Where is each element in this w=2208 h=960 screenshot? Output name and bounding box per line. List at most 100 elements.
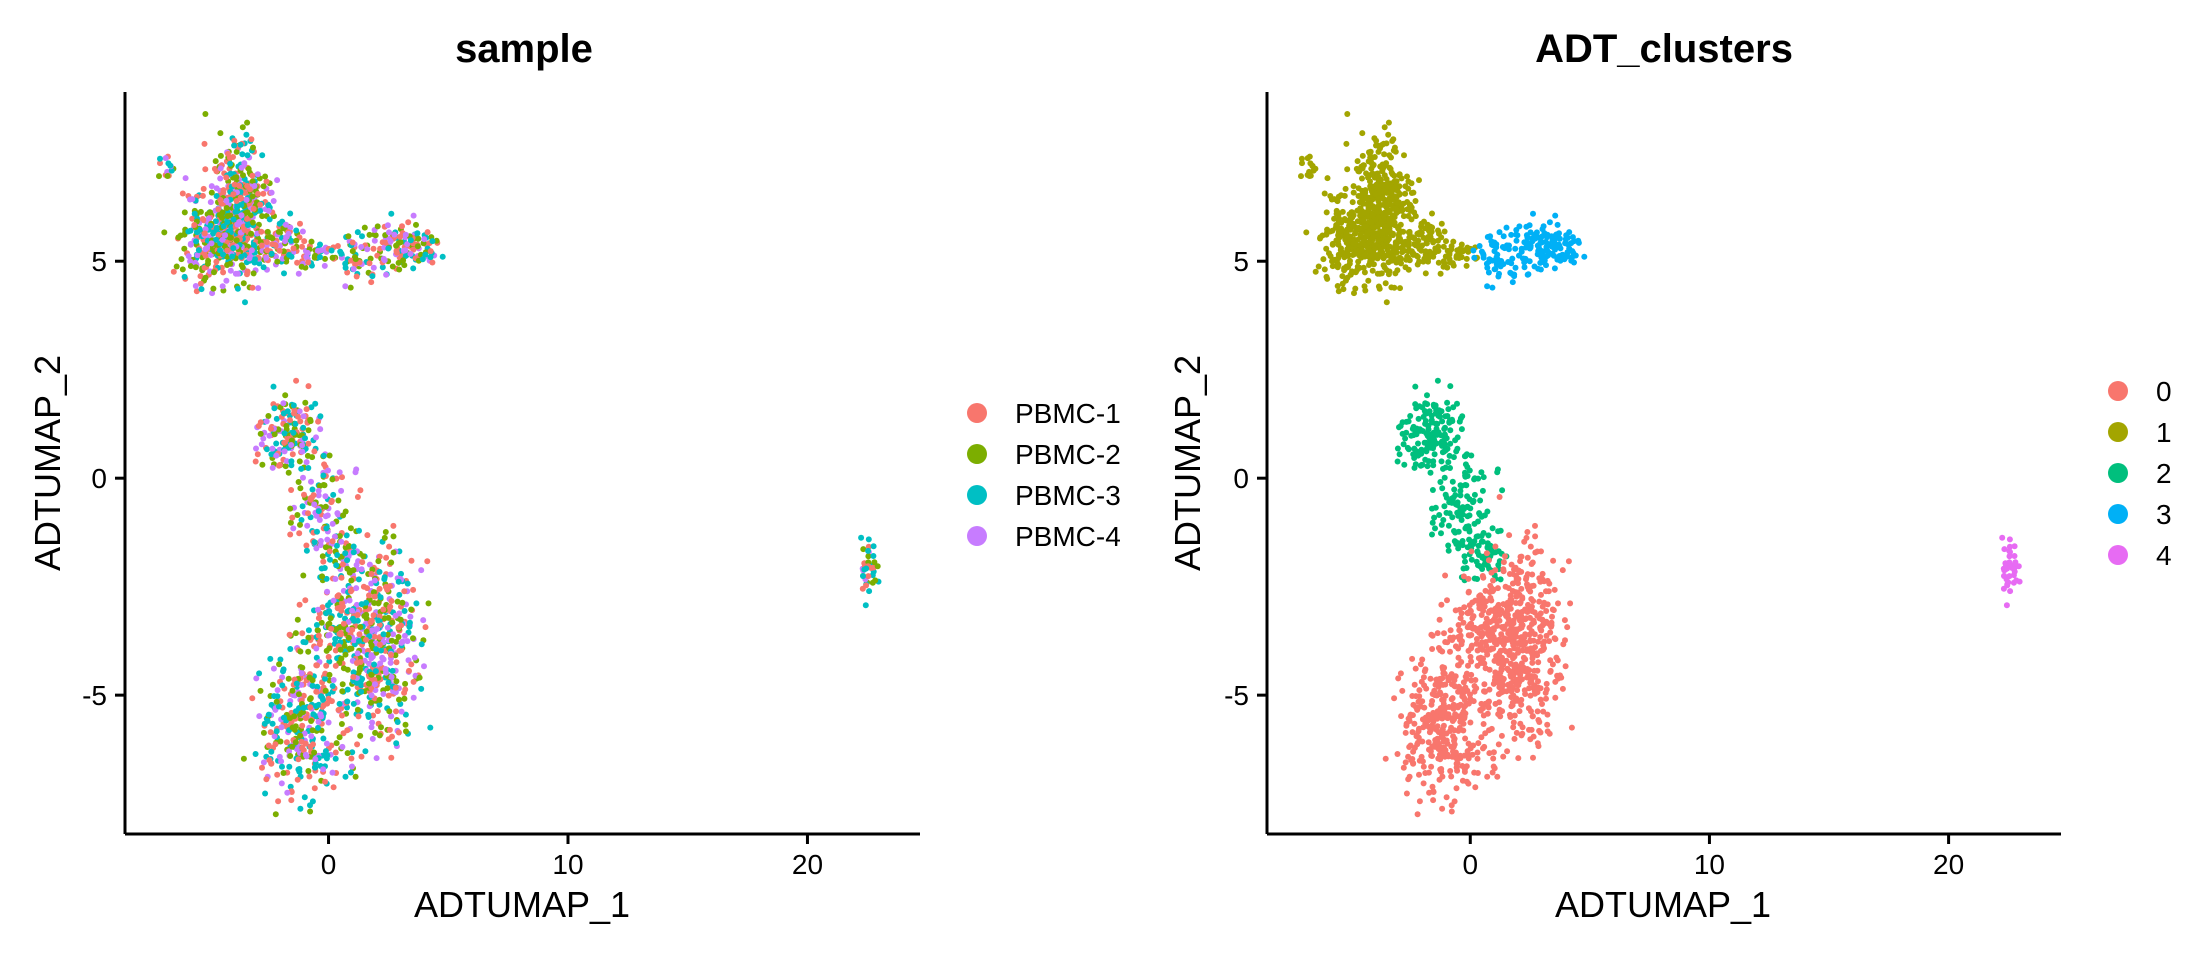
data-point — [1341, 192, 1348, 199]
data-point — [401, 588, 408, 595]
data-point — [1409, 655, 1416, 662]
data-point — [333, 626, 340, 632]
data-point — [287, 417, 293, 424]
data-point — [1433, 407, 1440, 414]
data-point — [385, 614, 392, 621]
data-point — [327, 556, 333, 563]
data-point — [1453, 785, 1460, 792]
data-point — [339, 712, 345, 719]
data-point — [1321, 266, 1328, 273]
data-point — [323, 740, 330, 747]
data-point — [268, 451, 275, 458]
data-point — [220, 187, 227, 194]
data-point — [1469, 615, 1476, 622]
data-point — [1366, 247, 1373, 254]
data-point — [202, 274, 209, 281]
data-point — [376, 585, 383, 592]
data-point — [372, 668, 379, 675]
data-point — [2006, 553, 2013, 560]
data-point — [1529, 659, 1536, 666]
data-point — [1304, 155, 1311, 162]
data-point — [1478, 700, 1485, 707]
data-point — [1502, 553, 1508, 560]
data-point — [319, 553, 326, 560]
data-point — [1475, 542, 1482, 549]
data-point — [1453, 252, 1460, 259]
data-point — [340, 512, 347, 519]
data-point — [1571, 259, 1577, 266]
data-point — [1445, 459, 1452, 466]
data-point — [1320, 256, 1327, 263]
data-point — [321, 482, 328, 489]
data-point — [315, 632, 322, 639]
data-point — [217, 130, 224, 137]
data-point — [197, 208, 204, 215]
data-point — [300, 692, 307, 699]
data-point — [293, 227, 300, 234]
data-point — [355, 576, 362, 583]
data-point — [1452, 749, 1459, 756]
data-point — [1432, 402, 1439, 409]
data-point — [1409, 729, 1416, 736]
data-point — [236, 182, 243, 189]
data-point — [292, 420, 299, 427]
data-point — [1475, 562, 1481, 569]
data-point — [1455, 662, 1462, 669]
data-point — [1500, 233, 1507, 240]
data-point — [292, 739, 299, 746]
data-point — [1415, 415, 1422, 422]
data-point — [1472, 597, 1479, 604]
data-point — [390, 549, 397, 556]
data-point — [386, 543, 393, 550]
data-point — [1463, 778, 1470, 785]
data-point — [278, 758, 285, 765]
data-point — [349, 615, 356, 622]
data-point — [1386, 152, 1393, 159]
data-point — [257, 687, 264, 694]
data-point — [197, 273, 204, 280]
data-point — [1394, 458, 1401, 465]
data-point — [255, 423, 262, 429]
data-point — [1513, 676, 1519, 683]
data-point — [289, 743, 296, 750]
data-point — [245, 165, 252, 172]
data-point — [402, 247, 409, 254]
data-point — [187, 263, 194, 270]
data-point — [1549, 613, 1555, 620]
data-point — [1449, 718, 1456, 724]
data-point — [1470, 625, 1476, 632]
data-point — [1487, 619, 1494, 625]
data-point — [429, 238, 436, 245]
data-point — [1442, 413, 1449, 420]
data-point — [378, 647, 384, 654]
data-point — [404, 241, 411, 248]
data-point — [326, 452, 333, 459]
data-point — [297, 648, 304, 655]
data-point — [371, 676, 378, 683]
data-point — [181, 209, 188, 216]
data-point — [327, 615, 334, 622]
data-point — [321, 461, 328, 468]
data-point — [1475, 552, 1482, 558]
data-point — [354, 650, 361, 657]
data-point — [202, 111, 209, 117]
data-point — [1331, 196, 1338, 203]
legend-key — [2108, 545, 2128, 565]
data-point — [1349, 209, 1355, 216]
panel-sample: sample 0 10 20-505 ADTUMAP_1 ADTUMAP_2 PBM… — [27, 27, 1121, 925]
data-point — [326, 608, 333, 615]
data-point — [1447, 648, 1453, 655]
data-point — [1445, 522, 1452, 529]
data-point — [381, 574, 388, 581]
data-point — [276, 220, 283, 227]
data-point — [1420, 763, 1427, 770]
data-point — [250, 205, 257, 212]
data-point — [368, 571, 375, 577]
data-point — [1471, 538, 1478, 545]
data-point — [1458, 241, 1465, 248]
data-point — [1354, 218, 1361, 225]
data-point — [1333, 222, 1340, 228]
data-point — [367, 619, 374, 626]
data-point — [264, 228, 271, 235]
data-point — [287, 210, 294, 217]
